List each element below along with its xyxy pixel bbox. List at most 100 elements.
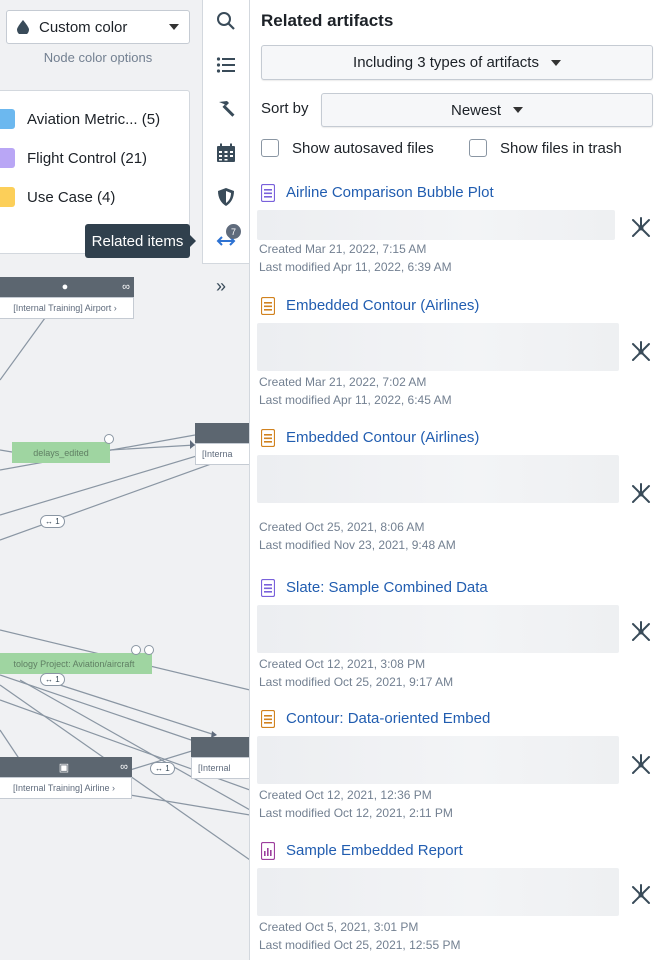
checkbox-box[interactable] bbox=[261, 139, 279, 157]
artifact-item[interactable]: Contour: Data-oriented Embed Created Oct … bbox=[250, 706, 662, 826]
node-status-icon bbox=[104, 434, 114, 444]
checkbox-box[interactable] bbox=[469, 139, 487, 157]
artifact-created: Created Mar 21, 2022, 7:02 AM bbox=[259, 375, 427, 389]
collapse-panel-icon[interactable]: » bbox=[216, 276, 227, 296]
artifact-modified: Last modified Oct 12, 2021, 2:11 PM bbox=[259, 806, 453, 820]
artifact-description-blurred bbox=[257, 323, 619, 371]
node-header: ● ∞ bbox=[0, 277, 134, 297]
node-color-select-value: Custom color bbox=[39, 18, 128, 36]
artifact-description-blurred bbox=[257, 210, 615, 240]
graph-node-airport[interactable]: ● ∞ [Internal Training] Airport › bbox=[0, 277, 134, 319]
graph-node-internal[interactable]: [Interna bbox=[195, 423, 250, 465]
related-artifacts-panel: Related artifacts Including 3 types of a… bbox=[249, 0, 662, 960]
artifact-title-link[interactable]: Sample Embedded Report bbox=[286, 842, 463, 859]
artifact-created: Created Mar 21, 2022, 7:15 AM bbox=[259, 242, 427, 256]
link-icon: ∞ bbox=[122, 281, 130, 293]
chevron-down-icon bbox=[550, 59, 561, 66]
legend-swatch bbox=[0, 109, 15, 129]
graph-node-ontology[interactable]: tology Project: Aviation/aircraft bbox=[0, 653, 152, 674]
artifact-item[interactable]: Sample Embedded Report Created Oct 5, 202… bbox=[250, 838, 662, 958]
shield-icon[interactable] bbox=[214, 185, 238, 209]
explore-graph-icon[interactable] bbox=[630, 621, 652, 643]
node-color-options-label: Node color options bbox=[43, 50, 153, 65]
graph-node-delays[interactable]: delays_edited bbox=[12, 442, 110, 463]
artifact-modified: Last modified Oct 25, 2021, 12:55 PM bbox=[259, 938, 461, 952]
artifact-modified: Last modified Nov 23, 2021, 9:48 AM bbox=[259, 538, 456, 552]
node-label: [Interna bbox=[195, 443, 250, 465]
link-count-pill[interactable]: ↔ 1 bbox=[40, 515, 65, 528]
artifact-created: Created Oct 12, 2021, 12:36 PM bbox=[259, 788, 432, 802]
artifact-title-link[interactable]: Embedded Contour (Airlines) bbox=[286, 429, 480, 446]
slate-file-icon bbox=[261, 579, 275, 597]
legend-item[interactable]: Use Case (4) bbox=[0, 185, 115, 209]
artifact-created: Created Oct 12, 2021, 3:08 PM bbox=[259, 657, 426, 671]
sort-value: Newest bbox=[450, 101, 502, 119]
node-label-text: [Interna bbox=[202, 449, 233, 459]
search-icon[interactable] bbox=[214, 9, 238, 33]
chevron-down-icon bbox=[169, 24, 179, 30]
droplet-icon bbox=[17, 20, 29, 34]
show-autosaved-checkbox[interactable]: Show autosaved files bbox=[261, 139, 434, 157]
building-icon: ▣ bbox=[58, 761, 70, 774]
sort-by-label: Sort by bbox=[261, 100, 309, 117]
legend-label: Use Case (4) bbox=[27, 188, 116, 206]
link-count-pill[interactable]: ↔ 1 bbox=[150, 762, 175, 775]
artifact-item[interactable]: Airline Comparison Bubble Plot Created Ma… bbox=[250, 180, 662, 300]
explore-graph-icon[interactable] bbox=[630, 217, 652, 239]
explore-graph-icon[interactable] bbox=[630, 754, 652, 776]
legend-label: Flight Control (21) bbox=[27, 149, 148, 167]
artifact-title-link[interactable]: Slate: Sample Combined Data bbox=[286, 579, 488, 596]
panel-title: Related artifacts bbox=[261, 11, 394, 30]
show-trash-checkbox[interactable]: Show files in trash bbox=[469, 139, 622, 157]
node-status-icon bbox=[144, 645, 154, 655]
legend-swatch bbox=[0, 187, 15, 207]
graph-node-internal[interactable]: [Internal bbox=[191, 737, 250, 779]
side-toolbar bbox=[202, 0, 249, 264]
map-pin-icon: ● bbox=[61, 281, 69, 293]
report-file-icon bbox=[261, 842, 275, 860]
chevron-down-icon bbox=[513, 107, 524, 113]
artifact-types-label: Including 3 types of artifacts bbox=[353, 54, 539, 71]
contour-file-icon bbox=[261, 297, 275, 315]
checkbox-label: Show files in trash bbox=[500, 139, 622, 157]
legend-label: Aviation Metric... (5) bbox=[27, 110, 161, 128]
slate-file-icon bbox=[261, 184, 275, 202]
contour-file-icon bbox=[261, 429, 275, 447]
node-label: [Internal bbox=[191, 757, 250, 779]
graph-node-airline[interactable]: ▣ ∞ [Internal Training] Airline › bbox=[0, 757, 132, 799]
node-header bbox=[195, 423, 250, 443]
artifact-modified: Last modified Apr 11, 2022, 6:39 AM bbox=[259, 260, 452, 274]
link-count-pill[interactable]: ↔ 1 bbox=[40, 673, 65, 686]
artifact-item[interactable]: Slate: Sample Combined Data Created Oct 1… bbox=[250, 575, 662, 695]
explore-graph-icon[interactable] bbox=[630, 884, 652, 906]
artifact-title-link[interactable]: Embedded Contour (Airlines) bbox=[286, 297, 480, 314]
node-label: [Internal Training] Airport › bbox=[0, 297, 134, 319]
node-label-text: [Internal bbox=[198, 763, 231, 773]
legend-item[interactable]: Flight Control (21) bbox=[0, 146, 147, 170]
link-icon: ∞ bbox=[120, 761, 128, 773]
contour-file-icon bbox=[261, 710, 275, 728]
calendar-icon[interactable] bbox=[214, 141, 238, 165]
node-header: ▣ ∞ bbox=[0, 757, 132, 777]
artifact-description-blurred bbox=[257, 868, 619, 916]
sort-dropdown[interactable]: Newest bbox=[321, 93, 653, 127]
artifact-item[interactable]: Embedded Contour (Airlines) Created Oct 2… bbox=[250, 425, 662, 552]
list-icon[interactable] bbox=[214, 53, 238, 77]
artifact-types-dropdown[interactable]: Including 3 types of artifacts bbox=[261, 45, 653, 80]
legend-item[interactable]: Aviation Metric... (5) bbox=[0, 107, 160, 131]
related-count-badge: 7 bbox=[226, 224, 241, 239]
artifact-description-blurred bbox=[257, 736, 619, 784]
artifact-created: Created Oct 5, 2021, 3:01 PM bbox=[259, 920, 419, 934]
related-items-tooltip: Related items bbox=[85, 224, 196, 258]
node-label: [Internal Training] Airline › bbox=[0, 777, 132, 799]
artifact-modified: Last modified Oct 25, 2021, 9:17 AM bbox=[259, 675, 454, 689]
node-label-text: [Internal Training] Airline bbox=[12, 783, 110, 793]
artifact-item[interactable]: Embedded Contour (Airlines) Created Mar 2… bbox=[250, 293, 662, 413]
explore-graph-icon[interactable] bbox=[630, 341, 652, 363]
node-color-select[interactable]: Custom color bbox=[6, 10, 190, 44]
hammer-icon[interactable] bbox=[214, 97, 238, 121]
artifact-title-link[interactable]: Contour: Data-oriented Embed bbox=[286, 710, 491, 727]
node-status-icon bbox=[131, 645, 141, 655]
explore-graph-icon[interactable] bbox=[630, 483, 652, 505]
artifact-title-link[interactable]: Airline Comparison Bubble Plot bbox=[286, 184, 494, 201]
